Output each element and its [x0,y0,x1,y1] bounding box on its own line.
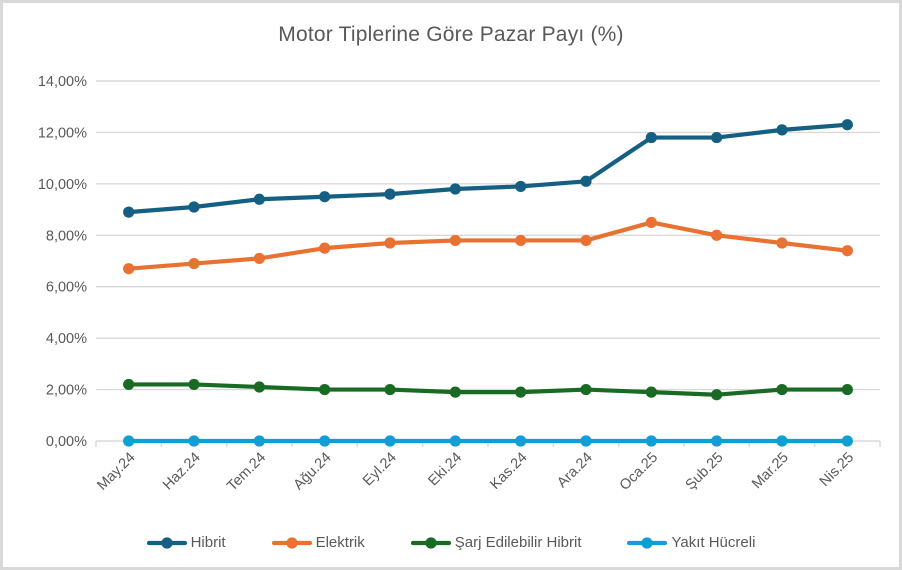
data-point [449,234,461,247]
y-tick-label: 4,00% [46,331,87,347]
data-point [319,383,331,396]
x-tick-label: Ara.24 [554,450,596,492]
data-point [123,263,135,275]
series-line-elektrik [126,220,850,271]
x-tick-label: Şub.25 [683,450,727,494]
data-point [188,378,200,391]
x-tick-label: May.24 [94,450,138,494]
data-point [123,378,135,391]
data-point [776,435,788,447]
series-line--arj-edilebilir-hibrit [126,382,850,397]
data-point [384,188,396,200]
data-point [776,237,788,249]
legend-label: Yakıt Hücreli [671,534,756,551]
y-tick-label: 8,00% [46,228,87,244]
legend-item-hibrit: Hibrit [146,534,226,551]
x-tick-label: Oca.25 [617,450,661,494]
data-point [645,131,657,144]
data-point [645,386,657,398]
data-point [515,180,527,193]
legend-marker-icon [410,536,451,549]
data-point [449,435,461,447]
data-point [580,234,592,247]
x-tick-label: Nis.25 [817,450,857,490]
data-point [841,383,853,396]
y-tick-label: 10,00% [38,177,87,193]
legend-marker-icon [146,536,187,549]
x-tick-label: Kas.24 [487,450,530,493]
data-point [319,242,331,254]
data-point [645,435,657,447]
x-tick-label: Haz.24 [160,450,204,494]
data-point [580,175,592,187]
data-point [449,183,461,195]
legend: Hibrit Elektrik Şarj Edilebilir Hibrit Yakı… [3,534,899,551]
x-tick-label: Ağu.24 [291,450,335,494]
data-point [841,119,853,131]
legend-label: Şarj Edilebilir Hibrit [454,534,582,551]
data-point [580,383,592,396]
data-point [253,252,265,265]
data-point [776,124,788,136]
data-point [711,131,723,144]
data-point [253,435,265,447]
data-point [711,435,723,447]
data-point [319,435,331,447]
data-point [253,193,265,205]
legend-item--arj-edilebilir-hibrit: Şarj Edilebilir Hibrit [410,534,582,551]
data-point [711,229,723,241]
x-tick-label: Eki.24 [425,450,465,490]
y-tick-label: 0,00% [46,434,87,450]
data-point [711,389,723,401]
data-point [776,383,788,396]
y-tick-label: 2,00% [46,383,87,399]
x-tick-label: Eyl.24 [360,450,400,490]
x-tick-label: Mar.25 [749,450,792,493]
legend-label: Elektrik [315,534,365,551]
data-point [580,435,592,447]
data-point [123,206,135,218]
data-point [188,201,200,213]
data-point [384,383,396,396]
legend-label: Hibrit [190,534,226,551]
data-point [384,237,396,249]
legend-item-yak-t-h-creli: Yakıt Hücreli [627,534,755,551]
data-point [449,386,461,398]
y-tick-label: 6,00% [46,280,87,296]
plot-area: 0,00% 2,00% 4,00% 6,00% 8,00% 10,00% 12,00% 14,… [38,74,881,495]
data-point [253,381,265,393]
data-point [515,234,527,247]
chart-title: Motor Tiplerine Göre Pazar Payı (%) [278,23,624,46]
data-point [841,245,853,257]
data-point [515,435,527,447]
data-point [319,191,331,203]
series-line-hibrit [126,122,850,215]
legend-marker-icon [271,536,312,549]
data-point [188,257,200,270]
data-point [515,386,527,398]
y-tick-label: 12,00% [38,125,87,141]
data-point [188,435,200,447]
data-point [384,435,396,447]
data-point [123,435,135,447]
data-point [645,216,657,229]
legend-item-elektrik: Elektrik [271,534,365,551]
legend-marker-icon [627,536,668,549]
y-tick-label: 14,00% [38,74,87,90]
data-point [841,435,853,447]
x-tick-label: Tem.24 [224,450,269,495]
